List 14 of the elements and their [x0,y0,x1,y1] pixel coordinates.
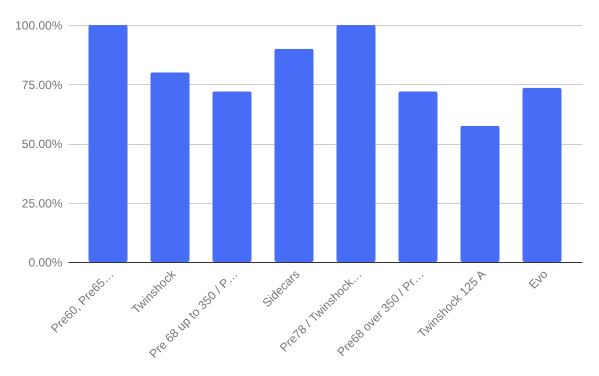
y-tick-label: 100.00% [15,18,63,32]
y-tick-label: 25.00% [22,196,63,210]
y-tick-label: 75.00% [22,78,63,92]
bar [212,91,252,262]
bar [460,126,500,262]
bar [522,88,562,262]
x-tick-label: Evo [526,266,551,292]
bar [150,72,190,262]
y-tick-label: 50.00% [22,137,63,151]
bar [398,91,438,262]
bar [88,25,128,262]
bar [336,25,376,262]
y-tick-label: 0.00% [28,256,63,270]
bar [274,48,314,262]
